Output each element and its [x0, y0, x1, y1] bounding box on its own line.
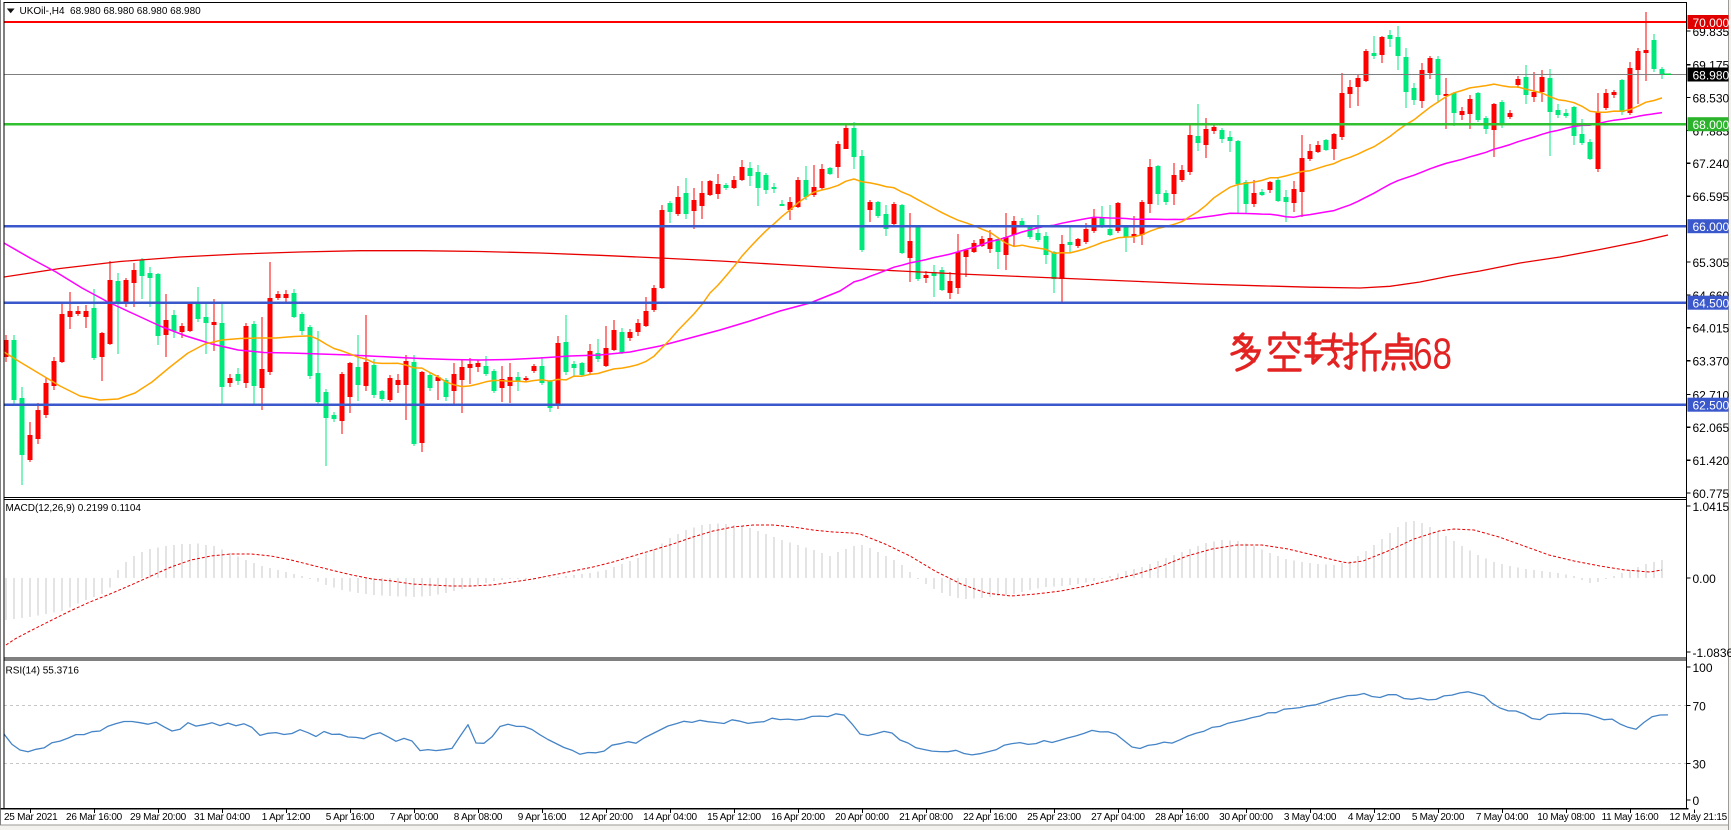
svg-text:22 Apr 16:00: 22 Apr 16:00	[963, 812, 1017, 823]
svg-text:70.000: 70.000	[1693, 16, 1730, 30]
svg-text:31 Mar 04:00: 31 Mar 04:00	[194, 812, 251, 823]
svg-text:61.420: 61.420	[1693, 454, 1730, 468]
svg-text:1 Apr 12:00: 1 Apr 12:00	[262, 812, 311, 823]
svg-text:68.530: 68.530	[1693, 92, 1730, 106]
svg-text:21 Apr 08:00: 21 Apr 08:00	[899, 812, 953, 823]
svg-text:30: 30	[1693, 758, 1707, 772]
svg-text:UKOil-,H4 68.980 68.980 68.98: UKOil-,H4 68.980 68.980 68.980 68.980	[20, 6, 202, 17]
svg-text:29 Mar 20:00: 29 Mar 20:00	[130, 812, 187, 823]
svg-text:68.000: 68.000	[1693, 118, 1730, 132]
svg-text:68.980: 68.980	[1693, 69, 1730, 83]
svg-text:66.000: 66.000	[1693, 220, 1730, 234]
svg-text:5 May 20:00: 5 May 20:00	[1412, 812, 1465, 823]
svg-text:26 Mar 16:00: 26 Mar 16:00	[66, 812, 123, 823]
svg-text:7 May 04:00: 7 May 04:00	[1476, 812, 1529, 823]
svg-text:-1.0836: -1.0836	[1693, 646, 1731, 660]
svg-text:65.305: 65.305	[1693, 256, 1730, 270]
svg-text:14 Apr 04:00: 14 Apr 04:00	[643, 812, 697, 823]
svg-text:66.595: 66.595	[1693, 190, 1730, 204]
svg-text:64.500: 64.500	[1693, 297, 1730, 311]
svg-text:30 Apr 00:00: 30 Apr 00:00	[1219, 812, 1273, 823]
svg-text:62.500: 62.500	[1693, 399, 1730, 413]
svg-text:63.370: 63.370	[1693, 355, 1730, 369]
svg-text:100: 100	[1693, 661, 1713, 675]
svg-text:60.775: 60.775	[1693, 487, 1730, 501]
svg-text:RSI(14) 55.3716: RSI(14) 55.3716	[6, 666, 80, 677]
svg-text:11 May 16:00: 11 May 16:00	[1602, 812, 1660, 823]
svg-text:1.0415: 1.0415	[1693, 500, 1730, 514]
svg-text:12 May 21:15: 12 May 21:15	[1669, 812, 1727, 823]
svg-text:7 Apr 00:00: 7 Apr 00:00	[390, 812, 439, 823]
svg-text:70: 70	[1693, 700, 1707, 714]
svg-text:0: 0	[1693, 794, 1700, 808]
svg-text:28 Apr 16:00: 28 Apr 16:00	[1155, 812, 1209, 823]
svg-text:9 Apr 16:00: 9 Apr 16:00	[518, 812, 567, 823]
svg-text:25 Apr 23:00: 25 Apr 23:00	[1027, 812, 1081, 823]
svg-text:MACD(12,26,9) 0.2199 0.1104: MACD(12,26,9) 0.2199 0.1104	[6, 503, 142, 514]
svg-text:62.065: 62.065	[1693, 421, 1730, 435]
svg-text:64.015: 64.015	[1693, 322, 1730, 336]
svg-text:27 Apr 04:00: 27 Apr 04:00	[1091, 812, 1145, 823]
svg-text:25 Mar 2021: 25 Mar 2021	[4, 812, 58, 823]
svg-text:5 Apr 16:00: 5 Apr 16:00	[326, 812, 375, 823]
svg-text:20 Apr 00:00: 20 Apr 00:00	[835, 812, 889, 823]
svg-text:8 Apr 08:00: 8 Apr 08:00	[454, 812, 503, 823]
svg-text:16 Apr 20:00: 16 Apr 20:00	[771, 812, 825, 823]
svg-text:3 May 04:00: 3 May 04:00	[1284, 812, 1337, 823]
svg-text:10 May 08:00: 10 May 08:00	[1537, 812, 1595, 823]
svg-text:68: 68	[1413, 330, 1452, 379]
svg-text:4 May 12:00: 4 May 12:00	[1348, 812, 1401, 823]
svg-text:67.240: 67.240	[1693, 157, 1730, 171]
svg-text:15 Apr 12:00: 15 Apr 12:00	[707, 812, 761, 823]
svg-text:0.00: 0.00	[1693, 572, 1717, 586]
svg-text:12 Apr 20:00: 12 Apr 20:00	[579, 812, 633, 823]
